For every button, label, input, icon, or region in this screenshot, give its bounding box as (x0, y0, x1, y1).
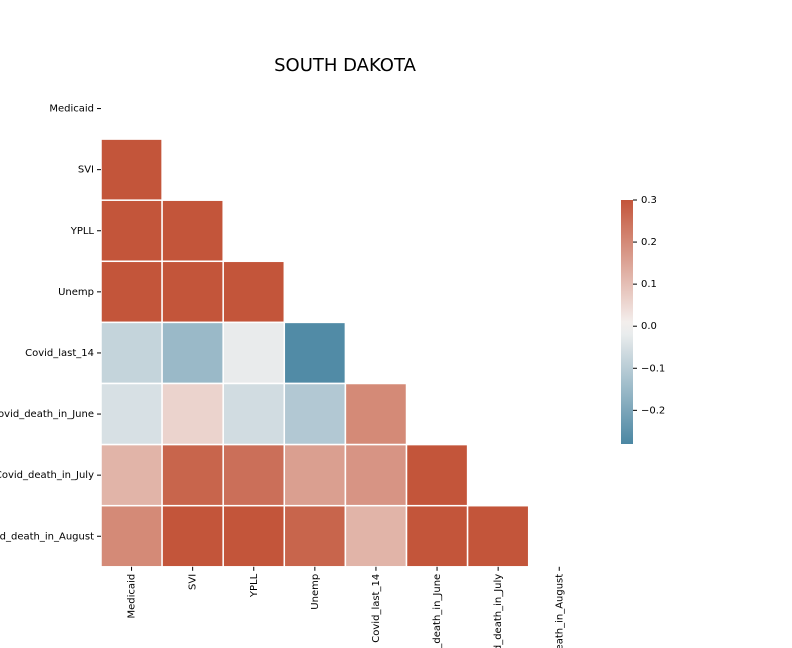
heatmap-cell (100, 504, 163, 568)
y-tick-label: SVI (78, 165, 94, 176)
colorbar (621, 200, 633, 444)
heatmap-cell (405, 504, 469, 568)
heatmap-cell (100, 199, 163, 263)
colorbar-tick-label: −0.2 (641, 405, 665, 416)
y-tick-label: YPLL (70, 226, 95, 237)
x-tick-label: Covid_death_in_June (432, 574, 443, 648)
heatmap-cell (100, 260, 163, 324)
heatmap-cell (100, 321, 163, 385)
y-tick-label: Covid_death_in_July (0, 470, 94, 481)
colorbar-tick-label: 0.1 (641, 279, 657, 290)
heatmap-cell (161, 321, 224, 385)
heatmap-cell (222, 443, 286, 507)
y-tick-label: Medicaid (49, 104, 94, 115)
colorbar-tick-label: 0.3 (641, 195, 657, 206)
heatmap-cell (283, 382, 347, 446)
x-tick-label: Covid_death_in_August (554, 574, 565, 648)
heatmap-cell (161, 443, 224, 507)
x-tick-label: SVI (188, 574, 199, 590)
chart-title: SOUTH DAKOTA (274, 55, 416, 76)
heatmap-cell (161, 382, 224, 446)
colorbar-tick-label: 0.2 (641, 237, 657, 248)
heatmap-cell (100, 443, 163, 507)
colorbar-tick-label: 0.0 (641, 321, 657, 332)
x-tick-label: YPLL (249, 573, 260, 598)
heatmap-cell (100, 382, 163, 446)
x-tick-label: Covid_death_in_July (493, 574, 504, 648)
heatmap-cell (283, 504, 347, 568)
colorbar-tick-label: −0.1 (641, 363, 665, 374)
y-tick-label: Covid_death_in_August (0, 531, 94, 542)
heatmap-cell (344, 504, 408, 568)
y-tick-label: Covid_death_in_June (0, 409, 94, 420)
y-tick-label: Unemp (58, 287, 94, 298)
heatmap-cell (344, 443, 408, 507)
y-tick-label: Covid_last_14 (25, 348, 94, 359)
heatmap-cell (283, 321, 347, 385)
heatmap-cell (222, 504, 286, 568)
x-tick-label: Medicaid (127, 574, 138, 619)
heatmap-cell (161, 504, 224, 568)
heatmap-cell (283, 443, 347, 507)
heatmap-cell (222, 260, 286, 324)
heatmap-cell (161, 260, 224, 324)
heatmap-cell (405, 443, 469, 507)
heatmap-cell (466, 504, 530, 568)
heatmap-cell (222, 382, 286, 446)
heatmap-cell (161, 199, 224, 263)
heatmap-cell (344, 382, 408, 446)
heatmap-cell (222, 321, 286, 385)
heatmap-cell (100, 138, 163, 201)
x-tick-label: Unemp (310, 574, 321, 610)
x-tick-label: Covid_last_14 (371, 574, 382, 643)
